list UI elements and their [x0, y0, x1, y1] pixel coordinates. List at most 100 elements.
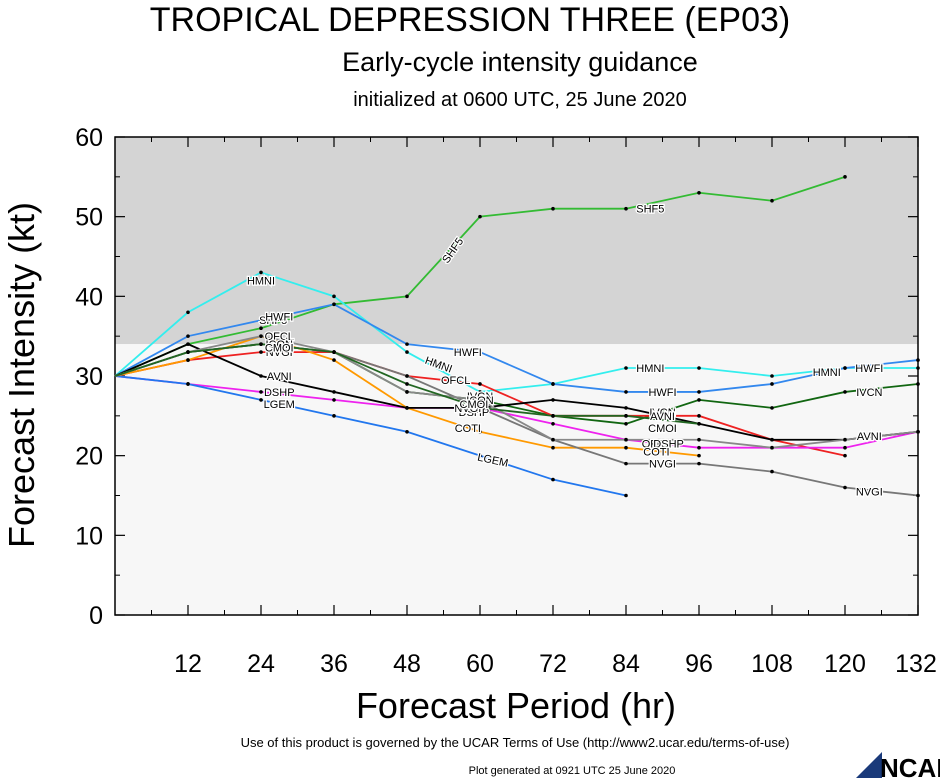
point-cmoi: [186, 350, 190, 354]
point-hmni: [186, 310, 190, 315]
point-ofcl: [478, 382, 482, 386]
point-hwfi: [551, 382, 555, 386]
series-lines: [114, 175, 920, 498]
label-nvgi: NVGI: [856, 487, 883, 499]
point-coti: [478, 429, 482, 434]
series-shf5: [114, 175, 847, 377]
point-ofcl: [259, 350, 263, 354]
point-cmoi: [332, 350, 336, 354]
point-icon: [843, 437, 847, 442]
band-label-ts: TS: [155, 91, 175, 108]
x-tick-label: 120: [824, 650, 866, 678]
point-hwfi: [186, 334, 190, 338]
y-tick-label: 20: [75, 443, 103, 471]
x-tick-label: 12: [174, 650, 202, 678]
y-tick-label: 40: [75, 283, 103, 311]
point-hmni: [916, 366, 920, 370]
point-dshp: [259, 390, 263, 394]
x-tick-label: 48: [393, 650, 421, 678]
point-shf5: [843, 175, 847, 179]
ncar-logo-text: NCAR: [880, 753, 940, 780]
point-dshp: [332, 398, 336, 402]
label-ofcl: OFCL: [642, 439, 671, 451]
point-hwfi: [697, 390, 701, 394]
point-avni: [405, 406, 409, 410]
label-cmoi: CMOI: [265, 342, 294, 354]
point-shf5: [624, 206, 628, 211]
label-ivcn: IVCN: [856, 387, 882, 399]
point-cmoi: [405, 382, 409, 386]
point-avni: [332, 390, 336, 394]
point-coti: [186, 358, 190, 362]
point-hwfi: [478, 350, 482, 354]
point-icon: [405, 390, 409, 394]
label-avni: AVNI: [267, 371, 292, 383]
plot-generated-time: Plot generated at 0921 UTC 25 June 2020: [469, 765, 676, 777]
series-hwfi: [114, 302, 920, 394]
point-coti: [624, 445, 628, 450]
x-tick-label: 108: [751, 650, 793, 678]
label-avni: AVNI: [857, 431, 882, 443]
label-ofcl: OFCL: [265, 331, 294, 343]
point-hmni: [697, 366, 701, 370]
line-icon: [114, 335, 919, 449]
band-ts: [115, 137, 918, 345]
line-dshp: [114, 375, 919, 449]
point-nvgi: [843, 485, 847, 490]
point-nvgi: [697, 461, 701, 466]
point-ivcn: [624, 422, 628, 426]
label-ivcn: IVCN: [467, 391, 493, 403]
point-lgem: [405, 429, 409, 434]
label-hwfi: HWFI: [265, 311, 293, 323]
label-coti: COTI: [266, 343, 292, 355]
axes: 0 10 20 30 40 50 60 12 24 36 48 60 72 84 96 108 120 132: [75, 124, 937, 678]
point-hmni: [770, 374, 774, 378]
ncar-logo: NCAR: [856, 752, 940, 780]
point-shf5: [770, 198, 774, 203]
line-lgem: [114, 375, 627, 497]
point-avni: [551, 398, 555, 402]
point-hwfi: [843, 366, 847, 370]
point-cmoi: [624, 414, 628, 418]
point-icon: [916, 429, 920, 434]
point-lgem: [478, 453, 482, 458]
label-dshp: DSHP: [264, 387, 295, 399]
point-lgem: [624, 493, 628, 498]
label-hmni: HMNI: [813, 367, 841, 379]
label-hmni: HMNI: [636, 363, 664, 375]
label-icon: ICON: [266, 339, 294, 351]
point-shf5: [697, 190, 701, 195]
point-icon: [259, 334, 263, 338]
point-coti: [697, 453, 701, 458]
point-lgem: [186, 382, 190, 386]
point-avni: [770, 437, 774, 442]
point-lgem: [551, 477, 555, 482]
chart-init-time: initialized at 0600 UTC, 25 June 2020: [353, 89, 687, 111]
label-hwfi: HWFI: [855, 363, 883, 375]
point-nvgi: [770, 469, 774, 474]
label-nvgi: NVGI: [266, 347, 293, 359]
point-hwfi: [624, 390, 628, 394]
label-nvgi: NVGI: [649, 459, 676, 471]
x-tick-label: 132: [895, 650, 937, 678]
point-nvgi: [624, 461, 628, 466]
point-nvgi: [405, 374, 409, 378]
x-axis-label: Forecast Period (hr): [356, 685, 676, 726]
point-shf5: [551, 206, 555, 211]
point-icon: [624, 437, 628, 442]
label-dshp: DSHP: [653, 439, 684, 451]
y-tick-label: 30: [75, 363, 103, 391]
series-cmoi: [114, 342, 701, 426]
label-shf5: SHF5: [636, 204, 664, 216]
label-shf5: SHF5: [259, 315, 287, 327]
label-coti: COTI: [455, 423, 481, 435]
y-axis-label: Forecast Intensity (kt): [1, 202, 42, 548]
y-tick-label: 0: [89, 602, 103, 630]
point-coti: [332, 358, 336, 362]
point-hwfi: [259, 318, 263, 323]
label-avni: AVNI: [650, 411, 675, 423]
label-hwfi: HWFI: [454, 347, 482, 359]
label-cmoi: CMOI: [460, 399, 489, 411]
label-hwfi: HWFI: [648, 387, 676, 399]
